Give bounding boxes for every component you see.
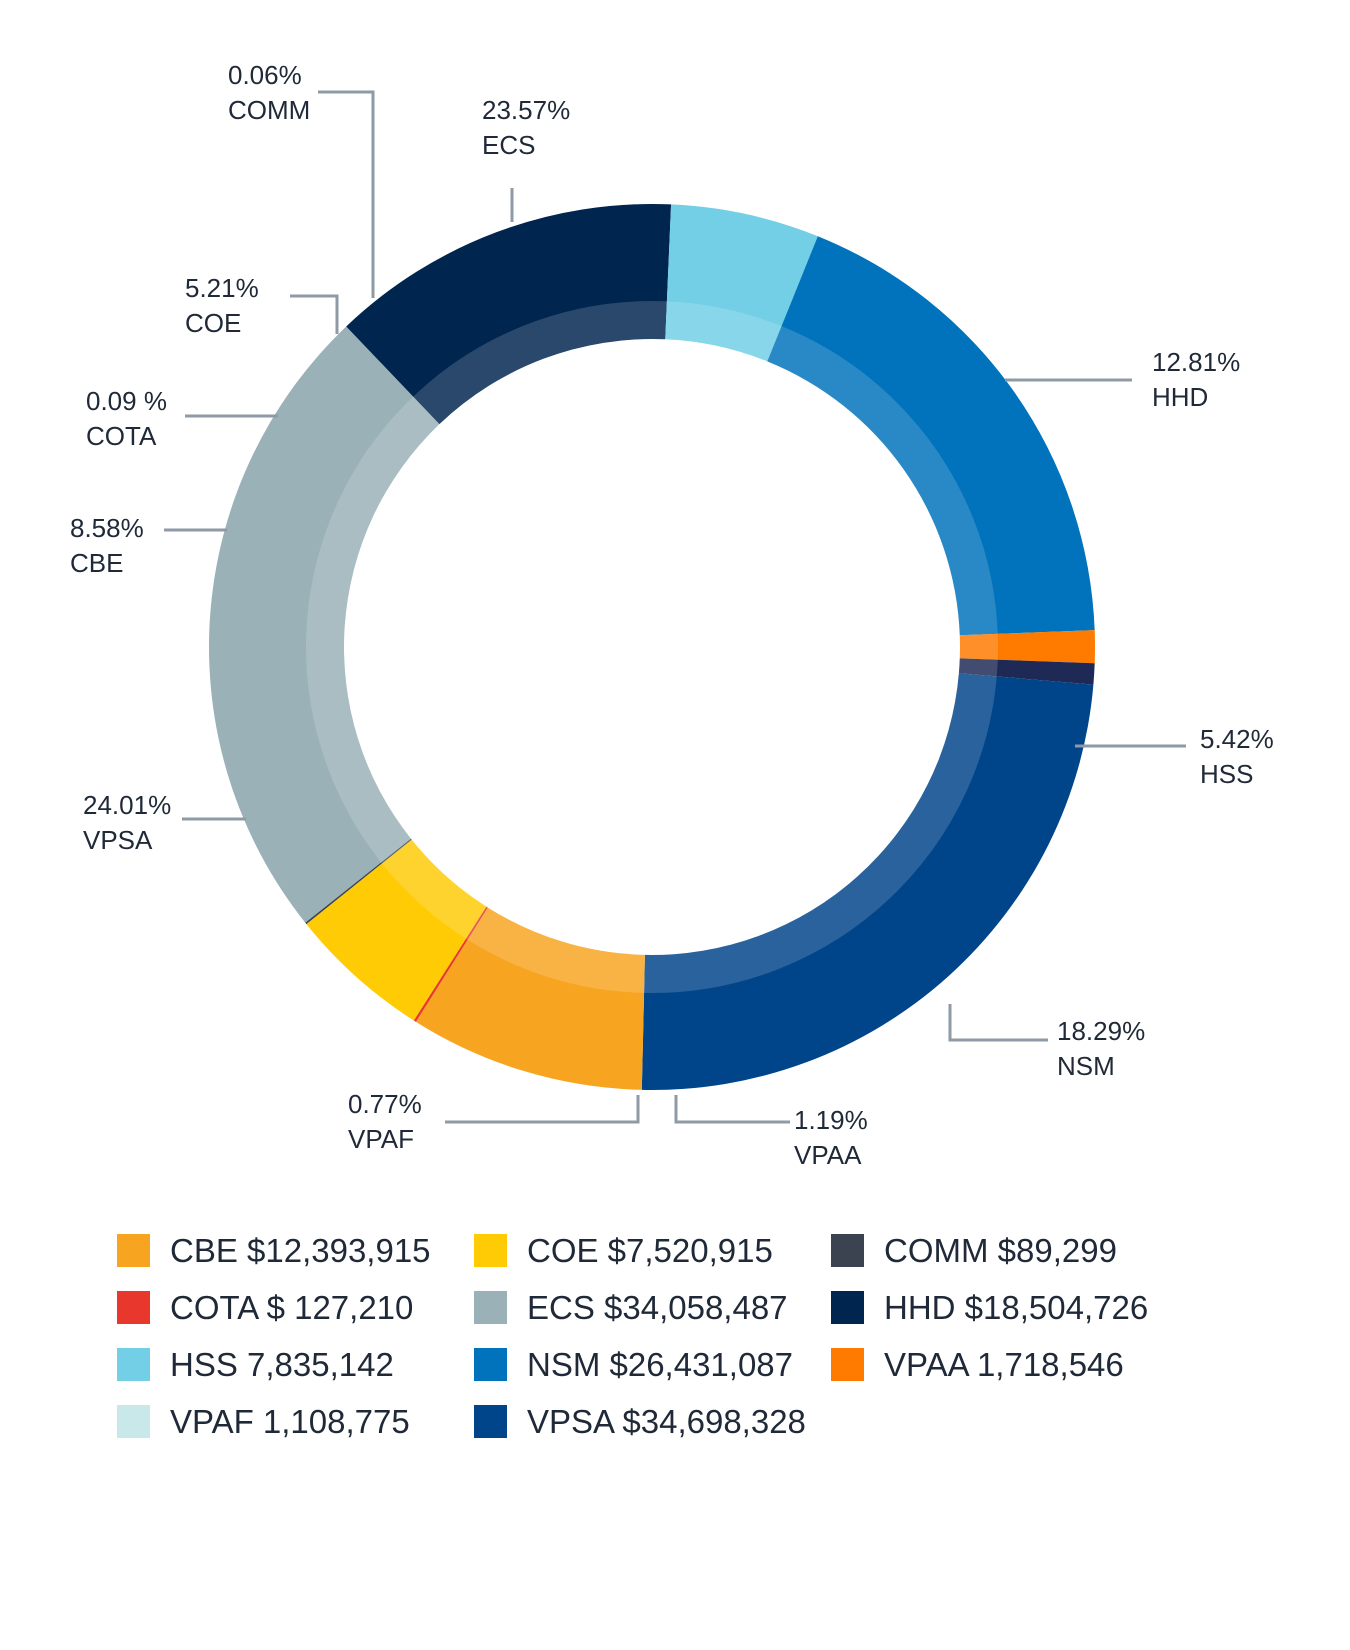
slice-label-name-nsm: NSM [1057,1051,1115,1081]
slice-label-name-ecs: ECS [482,130,535,160]
slice-label-name-cota: COTA [86,421,157,451]
slice-comm [305,838,412,925]
legend-label-hss: HSS 7,835,142 [170,1346,394,1383]
legend-swatch-cota [117,1291,150,1324]
slice-nsm [767,236,1095,636]
slice-label-pct-nsm: 18.29% [1057,1016,1145,1046]
slice-labels: 23.57% ECS 12.81% HHD 5.42% HSS 18.29% NSM 1.19%… [70,60,1274,1170]
legend-swatch-nsm [474,1348,507,1381]
slice-label-name-hhd: HHD [1152,382,1208,412]
slice-label-name-coe: COE [185,308,241,338]
legend-label-nsm: NSM $26,431,087 [527,1346,793,1383]
slice-vpaa [959,630,1095,664]
slice-label-name-comm: COMM [228,95,310,125]
slice-label-pct-vpaa: 1.19% [794,1105,868,1135]
legend-swatch-vpaa [831,1348,864,1381]
legend-label-ecs: ECS $34,058,487 [527,1289,788,1326]
leader-vpaf [445,1095,640,1124]
legend-label-comm: COMM $89,299 [884,1232,1117,1269]
chart-slices [208,204,1095,1090]
slice-ecs [208,326,440,923]
legend-label-vpaf: VPAF 1,108,775 [170,1403,410,1440]
slice-label-pct-vpsa: 24.01% [83,790,171,820]
legend-swatch-cbe [117,1234,150,1267]
slice-cota [413,906,488,1022]
leader-coe [290,294,339,334]
slice-label-name-vpsa: VPSA [83,825,153,855]
slice-label-name-cbe: CBE [70,548,123,578]
slice-label-pct-comm: 0.06% [228,60,302,90]
legend-label-vpaa: VPAA 1,718,546 [884,1346,1124,1383]
slice-vpaf [958,658,1095,685]
legend-label-coe: COE $7,520,915 [527,1232,773,1269]
slice-vpsa [641,673,1094,1090]
legend-swatch-ecs [474,1291,507,1324]
slice-label-name-hss: HSS [1200,759,1253,789]
slice-hss [665,204,818,362]
slice-cbe [415,907,645,1090]
legend-label-hhd: HHD $18,504,726 [884,1289,1148,1326]
slice-label-pct-hss: 5.42% [1200,724,1274,754]
leader-vpaa [674,1095,790,1124]
slice-hhd [346,204,672,425]
slice-label-pct-cota: 0.09 % [86,386,167,416]
slice-label-pct-hhd: 12.81% [1152,347,1240,377]
slice-coe [306,839,487,1021]
legend-swatch-comm [831,1234,864,1267]
leader-lines [164,90,1186,1124]
slice-label-pct-coe: 5.21% [185,273,259,303]
slice-label-name-vpaf: VPAF [348,1124,414,1154]
legend-label-vpsa: VPSA $34,698,328 [527,1403,806,1440]
legend-label-cbe: CBE $12,393,915 [170,1232,431,1269]
leader-comm [318,90,375,298]
slice-label-pct-vpaf: 0.77% [348,1089,422,1119]
legend: CBE $12,393,915 COE $7,520,915 COMM $89,29… [117,1232,1148,1440]
legend-swatch-vpaf [117,1405,150,1438]
legend-swatch-hss [117,1348,150,1381]
leader-nsm [948,1004,1048,1042]
legend-swatch-vpsa [474,1405,507,1438]
slice-label-name-vpaa: VPAA [794,1140,862,1170]
slice-label-pct-ecs: 23.57% [482,95,570,125]
legend-swatch-coe [474,1234,507,1267]
legend-label-cota: COTA $ 127,210 [170,1289,413,1326]
legend-swatch-hhd [831,1291,864,1324]
slice-label-pct-cbe: 8.58% [70,513,144,543]
inner-highlight-ring [306,301,998,993]
